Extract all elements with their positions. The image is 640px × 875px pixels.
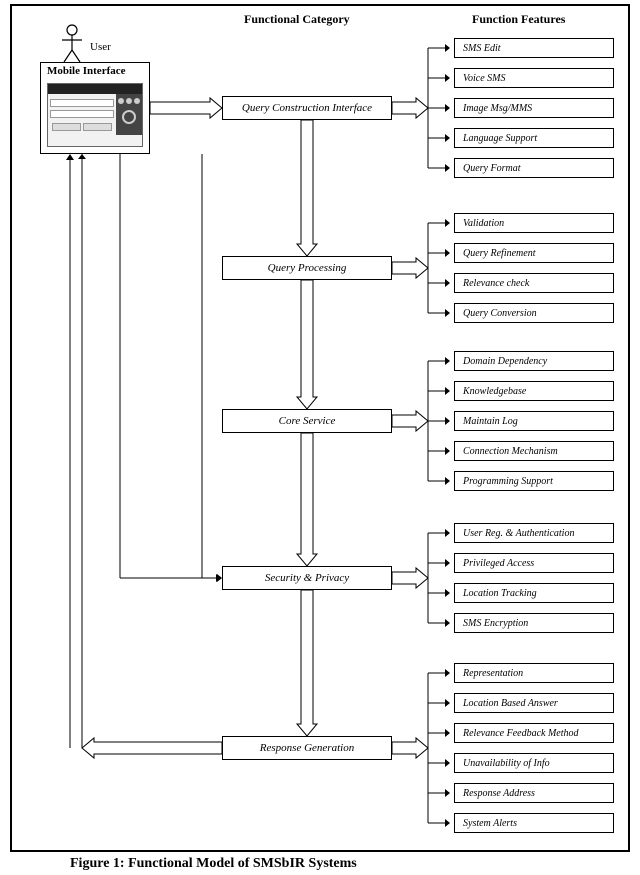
- feature-box: Representation: [454, 663, 614, 683]
- feature-box: Unavailability of Info: [454, 753, 614, 773]
- feature-box: Image Msg/MMS: [454, 98, 614, 118]
- mobile-mock: [47, 83, 143, 147]
- feature-box: Location Based Answer: [454, 693, 614, 713]
- feature-box: Knowledgebase: [454, 381, 614, 401]
- feature-box: Query Format: [454, 158, 614, 178]
- category-qci: Query Construction Interface: [222, 96, 392, 120]
- category-qp: Query Processing: [222, 256, 392, 280]
- feature-box: Location Tracking: [454, 583, 614, 603]
- feature-box: Relevance Feedback Method: [454, 723, 614, 743]
- feature-box: User Reg. & Authentication: [454, 523, 614, 543]
- feature-box: Voice SMS: [454, 68, 614, 88]
- user-icon: [60, 24, 84, 64]
- mobile-title: Mobile Interface: [47, 65, 149, 77]
- diagram-frame: Functional Category Function Features Us…: [10, 4, 630, 852]
- category-sp: Security & Privacy: [222, 566, 392, 590]
- feature-box: SMS Encryption: [454, 613, 614, 633]
- feature-box: Connection Mechanism: [454, 441, 614, 461]
- feature-box: System Alerts: [454, 813, 614, 833]
- feature-box: Response Address: [454, 783, 614, 803]
- category-rg: Response Generation: [222, 736, 392, 760]
- feature-box: Language Support: [454, 128, 614, 148]
- feature-box: Privileged Access: [454, 553, 614, 573]
- feature-box: Programming Support: [454, 471, 614, 491]
- user-label: User: [90, 41, 111, 53]
- feature-box: Relevance check: [454, 273, 614, 293]
- feature-box: Query Conversion: [454, 303, 614, 323]
- feature-box: SMS Edit: [454, 38, 614, 58]
- feature-box: Query Refinement: [454, 243, 614, 263]
- feature-box: Maintain Log: [454, 411, 614, 431]
- category-cs: Core Service: [222, 409, 392, 433]
- figure-caption: Figure 1: Functional Model of SMSbIR Sys…: [10, 856, 630, 872]
- header-category: Functional Category: [244, 12, 350, 27]
- feature-box: Domain Dependency: [454, 351, 614, 371]
- header-features: Function Features: [472, 12, 565, 27]
- feature-box: Validation: [454, 213, 614, 233]
- mobile-interface-box: Mobile Interface: [40, 62, 150, 154]
